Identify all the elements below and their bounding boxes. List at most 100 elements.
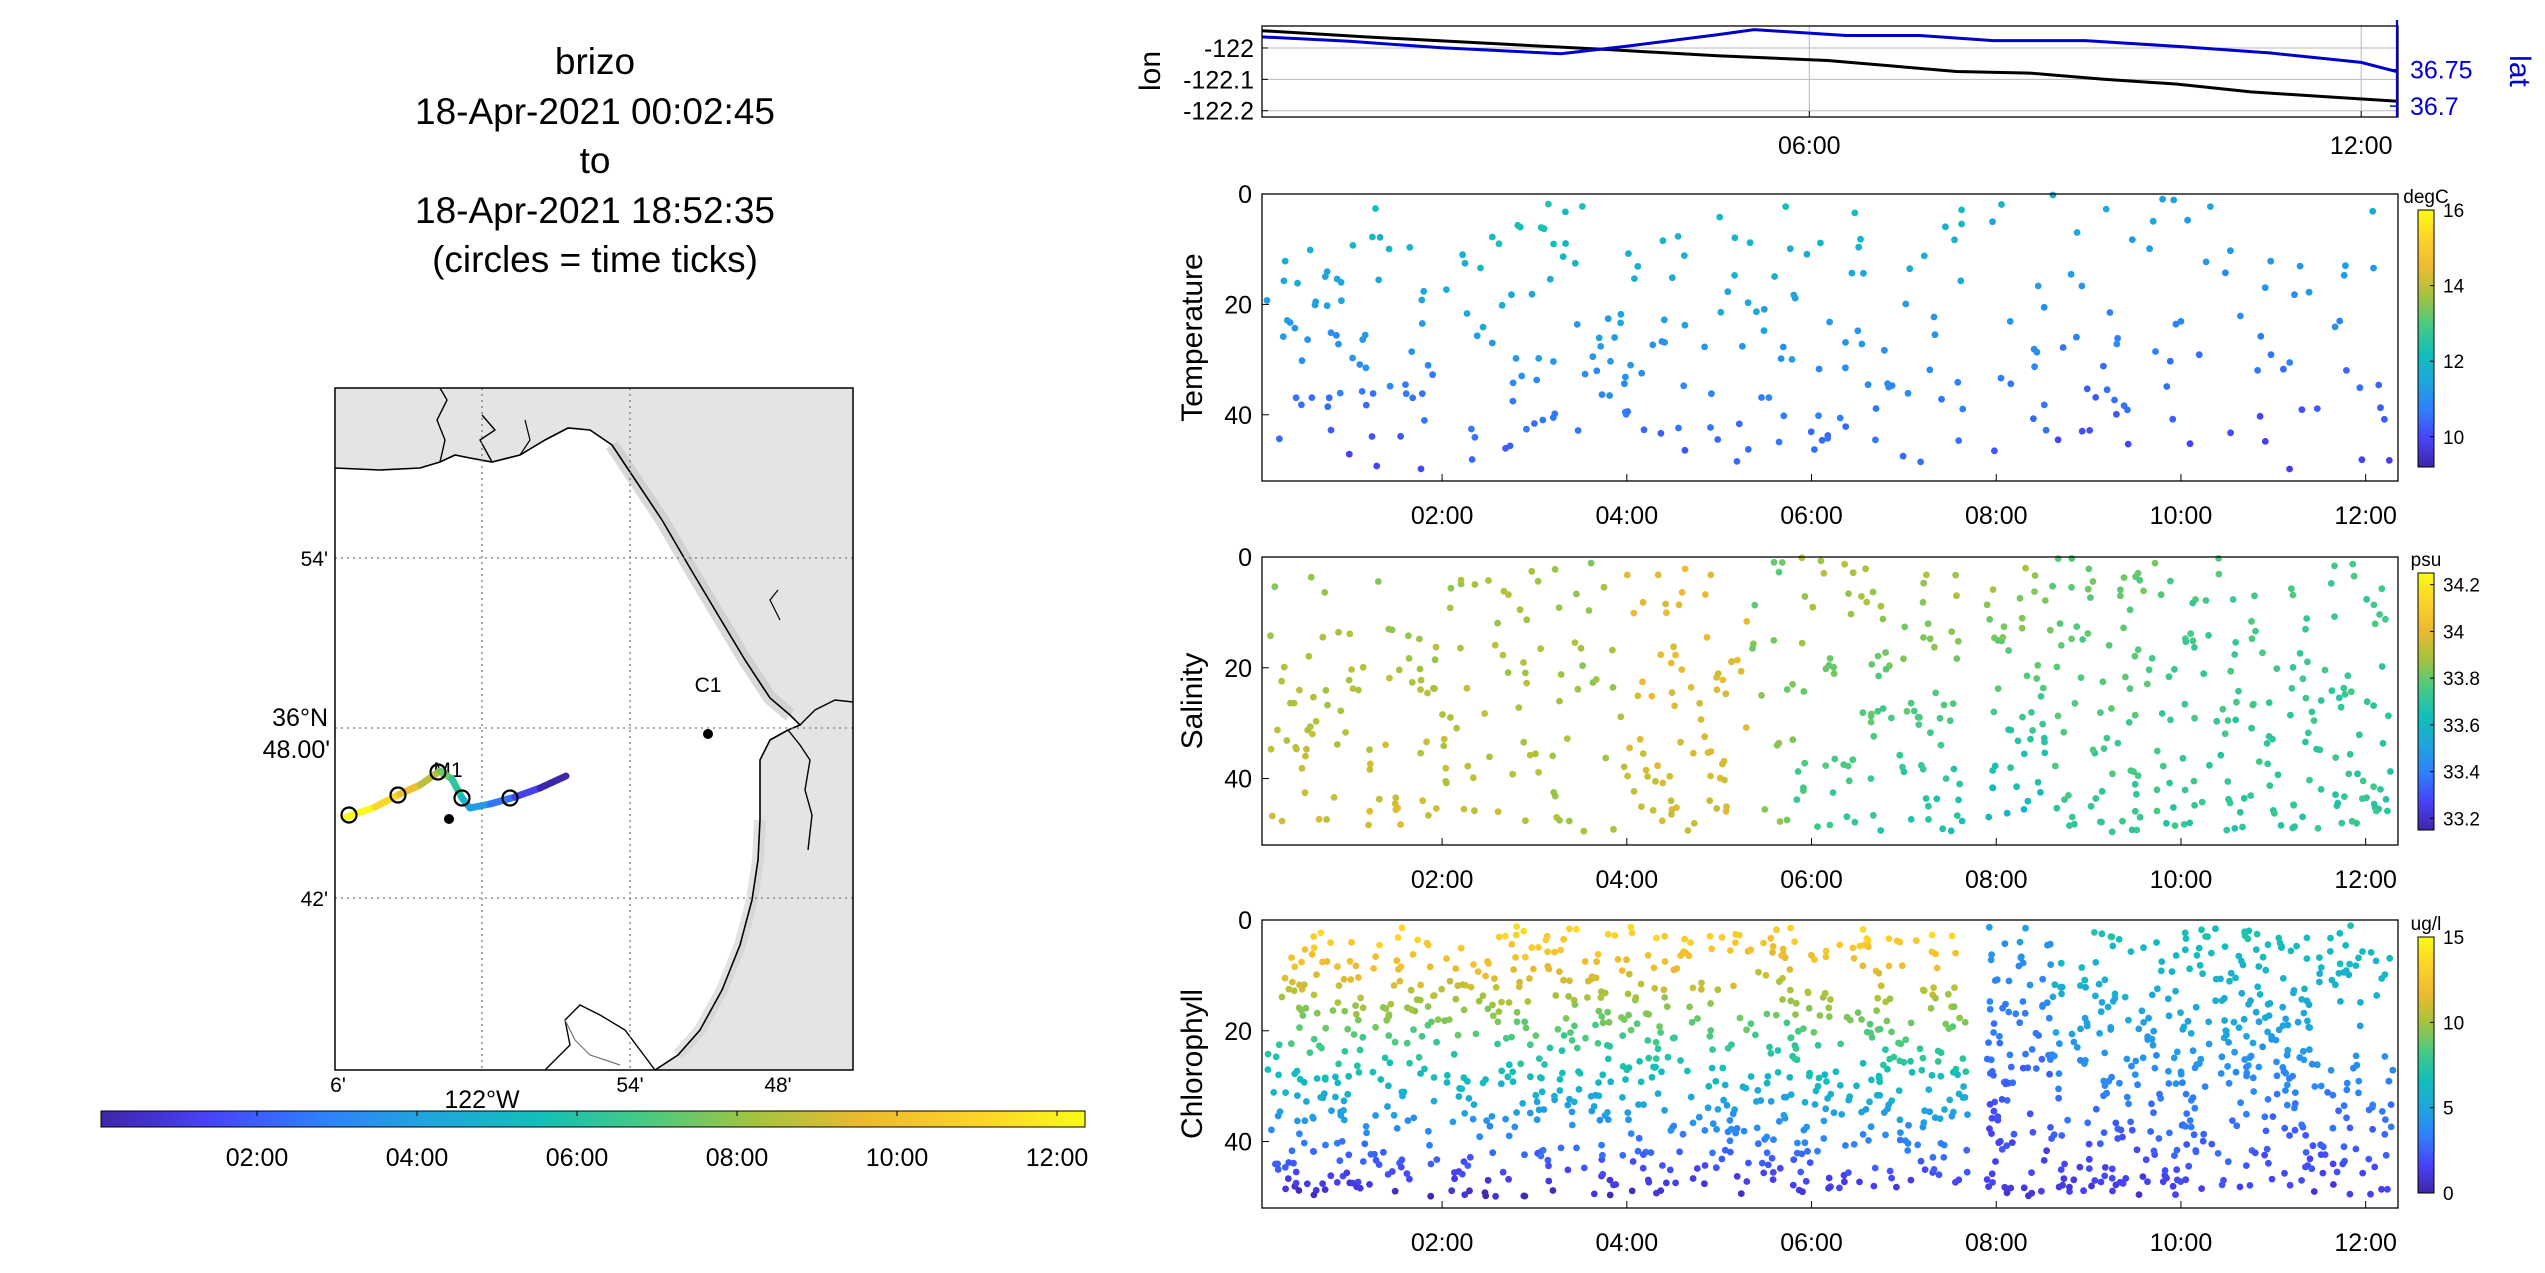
chlorophyll-point: [1907, 1019, 1915, 1027]
salinity-point: [2136, 813, 2144, 821]
salinity-point: [1687, 684, 1695, 691]
chlorophyll-point: [1492, 1192, 1499, 1200]
salinity-point: [2239, 823, 2246, 831]
chlorophyll-point: [1986, 998, 1994, 1005]
chlorophyll-point: [1372, 953, 1379, 960]
chlorophyll-point: [2327, 1066, 2335, 1074]
salinity-point: [1471, 807, 1478, 815]
salinity-point: [2341, 690, 2349, 698]
temperature-point: [1860, 269, 1867, 277]
chlorophyll-point: [1491, 975, 1498, 982]
salinity-point: [1858, 593, 1865, 600]
chlorophyll-point: [1568, 1037, 1576, 1044]
chlorophyll-point: [1372, 1023, 1379, 1031]
salinity-point: [1793, 796, 1801, 804]
chlorophyll-point: [1310, 1148, 1318, 1155]
salinity-point: [1681, 565, 1689, 573]
chlorophyll-point: [1929, 1153, 1937, 1161]
salinity-point: [1737, 667, 1745, 675]
salinity-point: [1283, 737, 1291, 744]
chlorophyll-point: [2142, 1156, 2150, 1164]
chlorophyll-point: [2101, 1172, 2109, 1180]
chlorophyll-point: [1486, 1122, 1494, 1130]
chlorophyll-point: [2278, 944, 2285, 951]
chlorophyll-point: [1988, 1114, 1996, 1122]
chlorophyll-point: [2221, 1017, 2229, 1024]
temperature-point: [2078, 427, 2086, 435]
chlorophyll-point: [2308, 1060, 2316, 1068]
chlorophyll-point: [2225, 1079, 2233, 1087]
chlorophyll-point: [1944, 990, 1952, 998]
salinity-point: [2073, 623, 2081, 630]
temperature-point: [1545, 200, 1552, 208]
chlorophyll-point: [1521, 1151, 1528, 1159]
chlorophyll-point: [1538, 1074, 1545, 1082]
chlorophyll-point: [1362, 1123, 1370, 1130]
chlorophyll-point: [1952, 1178, 1959, 1186]
chlorophyll-point: [2091, 929, 2098, 936]
temperature-point: [1638, 369, 1646, 377]
chlorophyll-point: [1505, 1061, 1513, 1069]
map-lon-label-2: 54': [616, 1074, 643, 1097]
chlorophyll-point: [1495, 933, 1503, 941]
chlorophyll-point: [1322, 1141, 1329, 1149]
chlorophyll-point: [1568, 1108, 1576, 1116]
salinity-point: [2167, 577, 2174, 585]
chlorophyll-point: [1303, 1180, 1311, 1188]
chlorophyll-point: [2193, 952, 2201, 959]
chlorophyll-point: [1336, 1157, 1344, 1165]
temperature-point: [1402, 381, 1409, 388]
temperature-point: [1573, 321, 1581, 328]
temperature-point: [1815, 412, 1822, 420]
salinity-point: [1522, 817, 1529, 824]
chlorophyll-point: [1940, 1154, 1948, 1161]
salinity-point: [1469, 774, 1477, 782]
chlorophyll-point: [1270, 1089, 1278, 1096]
salinity-point: [1879, 615, 1887, 623]
chlorophyll-point: [1810, 1028, 1818, 1036]
chlorophyll-points: [1264, 922, 2397, 1200]
chlorophyll-point: [1800, 1025, 1807, 1032]
chlorophyll-point: [1363, 1129, 1370, 1137]
chlorophyll-point: [2220, 1034, 2228, 1042]
chlorophyll-point: [1522, 1024, 1530, 1032]
temperature-point: [1660, 316, 1668, 324]
salinity-point: [1706, 797, 1714, 805]
temperature-point: [1550, 240, 1557, 248]
chlorophyll-point: [1633, 1020, 1641, 1028]
chlorophyll-point: [2127, 1118, 2135, 1126]
chlorophyll-point: [2246, 1182, 2254, 1189]
chlorophyll-point: [1988, 1068, 1996, 1075]
chlorophyll-point: [1880, 1061, 1887, 1069]
map-lon-main-label: 122°W: [444, 1086, 520, 1114]
chlorophyll-point: [1764, 1161, 1772, 1169]
salinity-point: [2221, 730, 2229, 738]
temperature-colorbar-tick-label: 16: [2443, 201, 2464, 222]
chlorophyll-point: [2243, 1072, 2251, 1080]
chlorophyll-point: [1479, 992, 1487, 1000]
temperature-point: [1468, 456, 1476, 463]
salinity-point: [2377, 786, 2384, 793]
chlorophyll-point: [2252, 946, 2260, 953]
chlorophyll-point: [1554, 1025, 1562, 1033]
chlorophyll-point: [2303, 934, 2311, 942]
chlorophyll-point: [2047, 961, 2055, 968]
chlorophyll-point: [1886, 995, 1894, 1003]
temperature-point: [1649, 341, 1657, 349]
salinity-point: [1830, 663, 1838, 671]
temperature-point: [1779, 343, 1787, 351]
salinity-point: [2321, 666, 2329, 674]
salinity-point: [1392, 794, 1400, 802]
salinity-point: [1516, 606, 1524, 614]
chlorophyll-point: [1876, 1091, 1884, 1099]
salinity-point: [2376, 611, 2384, 618]
salinity-point: [1826, 821, 1834, 829]
chlorophyll-point: [2378, 1185, 2385, 1193]
chlorophyll-point: [1898, 962, 1906, 970]
salinity-point: [1634, 692, 1642, 700]
chlorophyll-point: [1512, 954, 1519, 961]
chlorophyll-point: [2373, 992, 2381, 999]
chlorophyll-point: [2161, 1167, 2169, 1174]
salinity-point: [1719, 760, 1726, 768]
chlorophyll-point: [2182, 1090, 2190, 1098]
